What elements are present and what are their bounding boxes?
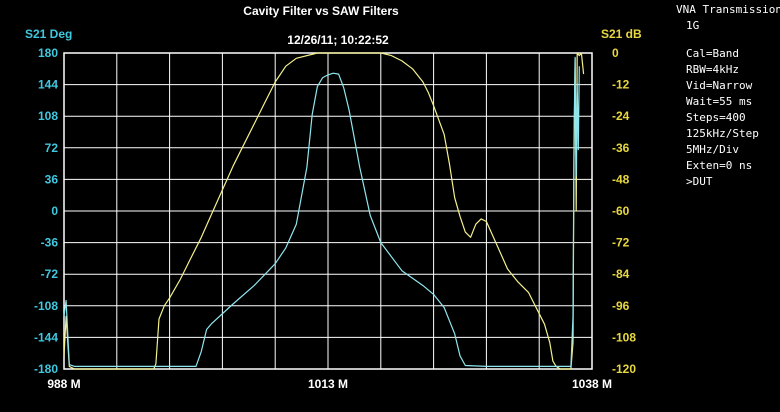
settings-list: Cal=Band RBW=4kHz Vid=Narrow Wait=55 ms Step… (676, 46, 780, 190)
right-tick-label: -48 (612, 172, 630, 186)
trace-s21-db (63, 52, 585, 370)
setting-item: 125kHz/Step (686, 127, 759, 140)
setting-item: >DUT (686, 175, 713, 188)
right-tick-label: -24 (612, 109, 630, 123)
grid (63, 52, 593, 370)
right-tick-label: -36 (612, 141, 630, 155)
setting-item: Exten=0 ns (686, 159, 753, 172)
chart-subtitle: 12/26/11; 10:22:52 (287, 33, 389, 47)
x-tick-label: 988 M (47, 377, 80, 391)
setting-item: Steps=400 (686, 111, 746, 124)
panel-subtitle: 1G (686, 19, 700, 32)
left-axis-label: S21 Deg (25, 27, 72, 41)
right-tick-label: -60 (612, 204, 630, 218)
left-tick-label: -144 (34, 330, 58, 344)
left-tick-label: 36 (45, 172, 59, 186)
left-tick-label: 144 (38, 78, 58, 92)
setting-item: Cal=Band (686, 47, 739, 60)
left-tick-label: -108 (34, 299, 58, 313)
right-axis-label: S21 dB (601, 27, 642, 41)
trace-s21-deg (63, 56, 580, 367)
right-axis-ticks: 0 -12 -24 -36 -48 -60 -72 -84 -96 -108 -120 (612, 46, 636, 376)
right-tick-label: -120 (612, 362, 636, 376)
right-tick-label: 0 (612, 46, 619, 60)
x-axis-ticks: 988 M 1013 M 1038 M (47, 377, 612, 391)
setting-item: 5MHz/Div (686, 143, 739, 156)
traces (63, 52, 585, 370)
x-tick-label: 1038 M (572, 377, 612, 391)
left-tick-label: 72 (45, 141, 59, 155)
left-tick-label: 108 (38, 109, 58, 123)
chart-title: Cavity Filter vs SAW Filters (243, 4, 399, 18)
panel-title: VNA Transmission (676, 3, 780, 16)
right-tick-label: -108 (612, 330, 636, 344)
left-tick-label: 180 (38, 46, 58, 60)
left-tick-label: -36 (41, 236, 59, 250)
right-tick-label: -12 (612, 78, 630, 92)
left-tick-label: 0 (51, 204, 58, 218)
setting-item: RBW=4kHz (686, 63, 739, 76)
left-axis-ticks: 180 144 108 72 36 0 -36 -72 -108 -144 -180 (34, 46, 58, 376)
right-tick-label: -72 (612, 236, 630, 250)
right-tick-label: -84 (612, 267, 630, 281)
settings-panel: VNA Transmission 1G Cal=Band RBW=4kHz Vid=… (676, 2, 780, 190)
left-tick-label: -72 (41, 267, 59, 281)
setting-item: Wait=55 ms (686, 95, 753, 108)
right-tick-label: -96 (612, 299, 630, 313)
left-tick-label: -180 (34, 362, 58, 376)
setting-item: Vid=Narrow (686, 79, 753, 92)
x-tick-label: 1013 M (308, 377, 348, 391)
